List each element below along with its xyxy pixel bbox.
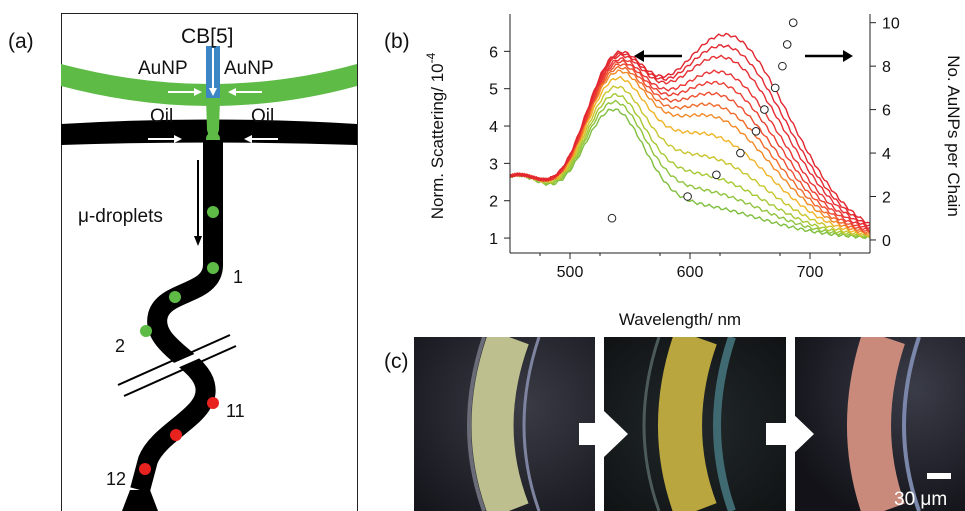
y2-tick-label: 4 (882, 146, 891, 163)
droplet (207, 206, 219, 218)
arrow-right-icon (766, 411, 814, 457)
micrograph-1 (414, 337, 595, 511)
marker-2: 2 (115, 336, 125, 356)
scatter-point (788, 18, 798, 27)
merge-channel (206, 98, 220, 140)
oil-right-label: Oil (251, 106, 274, 127)
y2-tick-label: 8 (882, 59, 891, 76)
micrograph-3 (795, 337, 965, 511)
aunp-left-label: AuNP (138, 58, 188, 79)
micrograph-strip: 30 μm (414, 337, 965, 511)
schematic-frame (61, 13, 358, 511)
scatter-point (782, 40, 792, 49)
y2-axis-label: No. AuNPs per Chain (944, 55, 963, 217)
droplet (140, 325, 152, 337)
marker-11: 11 (226, 401, 245, 421)
oil-left-label: Oil (150, 106, 173, 127)
y2-tick-label: 0 (882, 233, 891, 250)
y2-tick-label: 10 (882, 16, 900, 33)
scatter-point (760, 105, 769, 114)
y-tick-label: 6 (489, 44, 498, 61)
spectrum-line (509, 85, 871, 238)
spectrum-line (509, 93, 871, 239)
y2-tick-label: 6 (882, 103, 891, 120)
scatter-point (607, 213, 617, 223)
scattering-chart: 500 600 700 1 2 3 4 5 6 0 2 4 6 8 10 Wavelength/ nm No… (424, 14, 963, 329)
spectrum-line (509, 65, 871, 235)
droplets-label: μ-droplets (78, 206, 163, 227)
spectrum-line (509, 99, 871, 239)
outlet (122, 490, 158, 511)
spectrum-line (509, 32, 871, 224)
x-tick-label: 500 (557, 264, 584, 281)
scatter-point (751, 127, 761, 136)
y-tick-label: 1 (489, 231, 498, 248)
micrograph-2 (604, 337, 786, 511)
scatter-point (712, 170, 721, 180)
aunp-right-label: AuNP (224, 58, 274, 79)
marker-12: 12 (106, 469, 126, 489)
spectrum-line (509, 57, 871, 232)
x-axis-label: Wavelength/ nm (619, 310, 741, 329)
droplet (207, 397, 219, 409)
scatter-point (770, 83, 780, 93)
y-tick-label: 3 (489, 156, 498, 173)
spectrum-line (509, 63, 871, 233)
spectrum-line (509, 75, 871, 237)
x-tick-label: 600 (677, 264, 704, 281)
scale-bar-label: 30 μm (894, 489, 947, 510)
marker-1: 1 (233, 267, 243, 287)
droplet (139, 463, 151, 475)
y2-tick-label: 2 (882, 190, 891, 207)
s-channel (130, 140, 223, 493)
spectrum-line (509, 108, 871, 240)
droplet (169, 291, 181, 303)
panel-a-label: (a) (8, 30, 34, 53)
y-axis-label: Norm. Scattering/ 10-4 (424, 52, 447, 219)
scatter-point (736, 148, 745, 158)
panel-c-label: (c) (384, 350, 409, 373)
arrow-right-icon (579, 411, 628, 457)
cb5-label: CB[5] (181, 25, 234, 48)
y-tick-label: 4 (489, 119, 498, 136)
scatter-point (778, 61, 787, 71)
x-tick-label: 700 (797, 264, 824, 281)
droplet (207, 262, 219, 274)
scale-bar (927, 473, 951, 479)
spectrum-line (509, 59, 871, 233)
scatter-point (683, 192, 692, 201)
droplet (170, 429, 182, 441)
y-tick-label: 2 (489, 194, 498, 211)
y-tick-label: 5 (489, 82, 498, 99)
panel-b-label: (b) (384, 30, 410, 53)
microfluidic-schematic: CB[5] AuNP AuNP Oil Oil μ-droplets 1 2 1… (61, 13, 358, 511)
